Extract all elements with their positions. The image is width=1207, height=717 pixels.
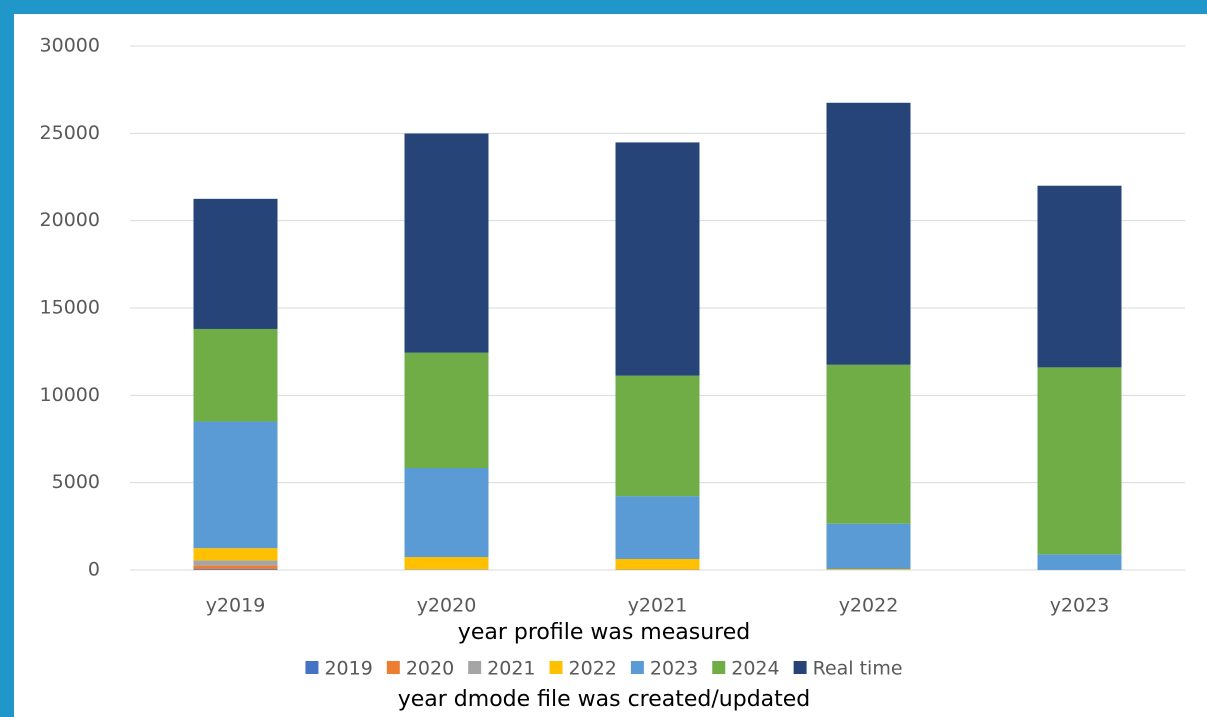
legend-label: 2021 bbox=[487, 658, 535, 680]
bar-segment bbox=[193, 548, 278, 561]
x-tick-label: y2022 bbox=[839, 595, 899, 617]
legend-swatch bbox=[386, 661, 400, 674]
legend-label: 2019 bbox=[324, 658, 372, 680]
x-axis-title: year profile was measured bbox=[458, 620, 750, 645]
legend-swatch bbox=[793, 661, 807, 674]
legend-title: year dmode file was created/updated bbox=[398, 687, 811, 712]
y-tick-label: 30000 bbox=[40, 35, 100, 57]
y-tick-label: 25000 bbox=[40, 122, 100, 144]
bar-segment bbox=[193, 565, 278, 570]
bar-segment bbox=[826, 569, 911, 570]
bar-segment bbox=[1037, 367, 1122, 555]
bar-segment bbox=[193, 569, 278, 570]
bar-segment bbox=[404, 352, 489, 468]
legend-label: 2024 bbox=[731, 658, 779, 680]
chart: year profile was measured year dmode fil… bbox=[14, 14, 1207, 717]
bar-segment bbox=[826, 364, 911, 524]
legend-swatch bbox=[549, 661, 563, 674]
bar-segment bbox=[615, 569, 700, 570]
bar-segment bbox=[615, 375, 700, 497]
bar-segment bbox=[404, 133, 489, 353]
legend-label: 2022 bbox=[569, 658, 617, 680]
bar-segment bbox=[193, 328, 278, 422]
x-tick-label: y2020 bbox=[417, 595, 477, 617]
bar-segment bbox=[404, 569, 489, 570]
bar-segment bbox=[826, 102, 911, 365]
bar-segment bbox=[1037, 554, 1122, 570]
bar-segment bbox=[615, 496, 700, 559]
x-tick-label: y2021 bbox=[628, 595, 688, 617]
y-tick-label: 5000 bbox=[52, 471, 100, 493]
bar-segment bbox=[1037, 185, 1122, 368]
bar-segment bbox=[826, 523, 911, 570]
legend-label: 2020 bbox=[406, 658, 454, 680]
bar-segment bbox=[193, 198, 278, 329]
bar-segment bbox=[615, 558, 700, 570]
y-tick-label: 0 bbox=[88, 559, 100, 581]
bar-segment bbox=[193, 421, 278, 549]
legend-swatch bbox=[305, 661, 319, 674]
bar-segment bbox=[404, 557, 489, 570]
legend-swatch bbox=[630, 661, 644, 674]
bar-segment bbox=[615, 142, 700, 376]
y-tick-label: 10000 bbox=[40, 384, 100, 406]
x-tick-label: y2023 bbox=[1050, 595, 1110, 617]
x-tick-label: y2019 bbox=[206, 595, 266, 617]
legend-swatch bbox=[712, 661, 726, 674]
bar-segment bbox=[193, 560, 278, 566]
y-tick-label: 20000 bbox=[40, 209, 100, 231]
bar-segment bbox=[404, 467, 489, 558]
legend-label: Real time bbox=[813, 658, 903, 680]
legend-label: 2023 bbox=[650, 658, 698, 680]
y-tick-label: 15000 bbox=[40, 297, 100, 319]
legend-swatch bbox=[468, 661, 482, 674]
